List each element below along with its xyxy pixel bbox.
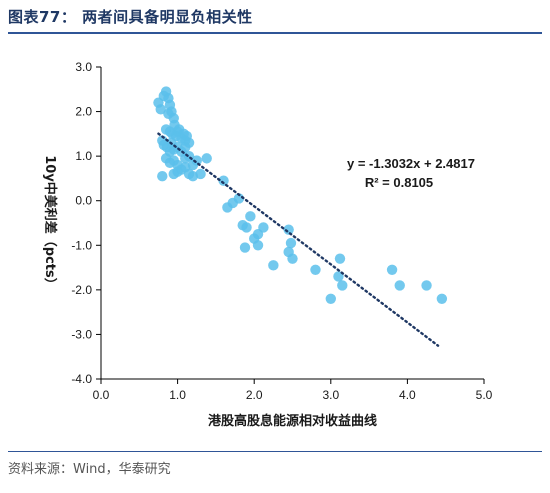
y-tick-label: 2.0 — [75, 105, 92, 119]
scatter-point — [334, 253, 346, 264]
scatter-point — [157, 171, 168, 182]
scatter-point — [285, 237, 297, 249]
x-axis-label: 港股高股息能源相对收益曲线 — [208, 413, 377, 429]
title-divider — [8, 32, 542, 34]
points-layer — [153, 86, 448, 304]
source-divider — [8, 451, 542, 452]
scatter-point — [252, 240, 264, 251]
scatter-point — [283, 224, 294, 235]
scatter-point — [239, 242, 251, 253]
scatter-point — [201, 153, 212, 164]
x-ticks: 0.0 1.0 2.0 3.0 4.0 5.0 — [93, 379, 493, 402]
scatter-point — [180, 142, 191, 153]
y-tick-label: -3.0 — [71, 327, 92, 341]
scatter-point — [218, 175, 229, 186]
trendline-equation: y = -1.3032x + 2.4817 — [347, 156, 475, 171]
y-ticks: 3.0 2.0 1.0 0.0 -1.0 -2.0 -3.0 -4.0 — [71, 60, 101, 386]
y-tick-label: 3.0 — [75, 60, 92, 74]
scatter-point — [268, 260, 279, 271]
scatter-point — [233, 193, 245, 204]
scatter-point — [325, 293, 336, 304]
x-tick-label: 0.0 — [93, 388, 110, 402]
source-note: 资料来源：Wind，华泰研究 — [8, 462, 171, 477]
x-tick-label: 2.0 — [246, 388, 263, 402]
scatter-point — [195, 168, 206, 180]
x-tick-label: 1.0 — [169, 388, 186, 402]
scatter-point — [241, 222, 252, 233]
x-tick-label: 3.0 — [322, 388, 339, 402]
y-tick-label: -1.0 — [71, 238, 92, 252]
y-tick-label: -2.0 — [71, 283, 92, 297]
y-tick-label: -4.0 — [71, 372, 92, 386]
scatter-point — [436, 293, 448, 304]
scatter-point — [394, 280, 405, 291]
figure-title: 图表77： 两者间具备明显负相关性 — [8, 8, 253, 26]
scatter-point — [245, 211, 256, 222]
scatter-point — [172, 166, 183, 177]
scatter-point — [421, 280, 432, 291]
scatter-point — [155, 104, 166, 115]
scatter-point — [287, 253, 298, 264]
y-tick-label: 0.0 — [75, 194, 92, 208]
x-tick-label: 5.0 — [476, 388, 493, 402]
y-axis-label: 10y中美利差（pcts） — [42, 155, 58, 291]
scatter-point — [258, 222, 269, 233]
scatter-point — [337, 280, 348, 291]
y-tick-label: 1.0 — [75, 149, 92, 163]
trendline — [157, 132, 440, 347]
scatter-point — [310, 264, 321, 275]
scatter-point — [333, 271, 344, 282]
scatter-point — [386, 264, 398, 275]
scatter-chart: 3.02.01.00.0-1.0-2.0-3.0-4.0 0.0 1.0 2.0 3.… — [42, 60, 493, 429]
trendline-r-squared: R² = 0.8105 — [365, 175, 433, 190]
x-tick-label: 4.0 — [399, 388, 416, 402]
